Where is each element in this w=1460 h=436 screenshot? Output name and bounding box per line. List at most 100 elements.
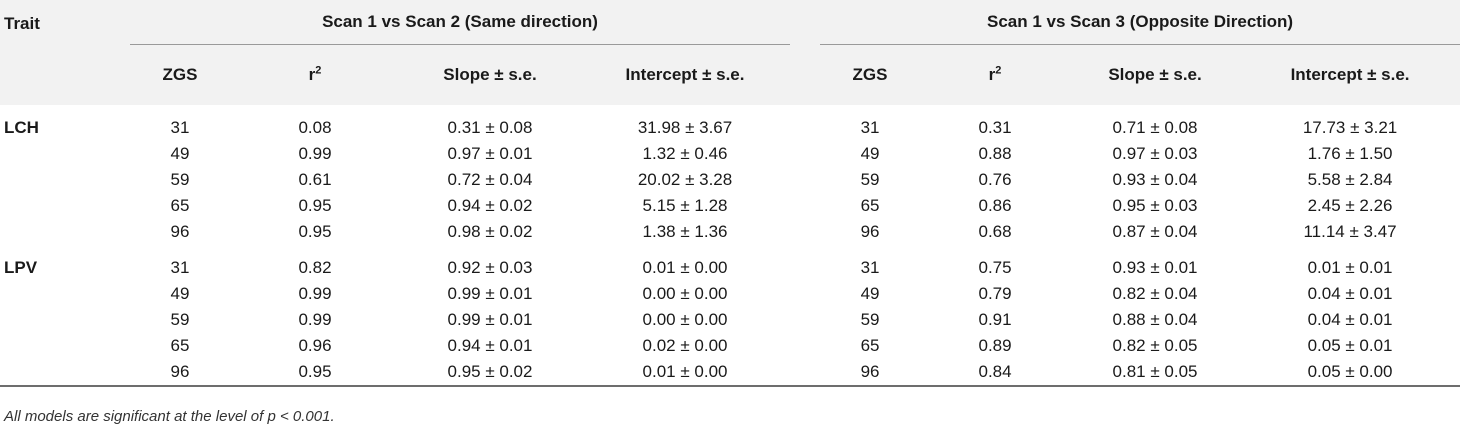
cell-slope-scan3: 0.82 ± 0.04 xyxy=(1112,284,1198,303)
cell-zgs-scan3: 65 xyxy=(860,196,880,215)
table-row: 65 0.96 0.94 ± 0.01 0.02 ± 0.00 65 0.89 0.82 ±… xyxy=(0,333,1460,359)
trait-label xyxy=(0,141,130,167)
column-spacer xyxy=(790,245,820,281)
cell-r2-scan2: 0.08 xyxy=(298,118,332,137)
cell-slope-scan3: 0.93 ± 0.01 xyxy=(1112,258,1198,277)
column-spacer xyxy=(790,141,820,167)
r-superscript: 2 xyxy=(315,64,322,77)
table-row: LCH 31 0.08 0.31 ± 0.08 31.98 ± 3.67 31 0.31 0.… xyxy=(0,105,1460,141)
column-spacer xyxy=(790,359,821,387)
cell-zgs-scan2: 65 xyxy=(170,336,190,355)
cell-intercept-scan3: 11.14 ± 3.47 xyxy=(1303,222,1397,241)
cell-r2-scan2: 0.82 xyxy=(298,258,332,277)
cell-zgs-scan3: 49 xyxy=(860,284,880,303)
cell-slope-scan2: 0.97 ± 0.01 xyxy=(447,144,533,163)
column-spacer xyxy=(790,333,820,359)
cell-zgs-scan2: 59 xyxy=(170,310,190,329)
cell-intercept-scan2: 1.32 ± 0.46 xyxy=(642,144,728,163)
cell-r2-scan2: 0.95 xyxy=(230,359,400,387)
cell-r2-scan3: 0.75 xyxy=(978,258,1012,277)
trait-label xyxy=(0,307,130,333)
cell-slope-scan2: 0.98 ± 0.02 xyxy=(447,222,533,241)
column-spacer xyxy=(790,167,820,193)
column-spacer xyxy=(790,307,820,333)
cell-slope-scan2: 0.31 ± 0.08 xyxy=(447,118,533,137)
table-row: LPV 31 0.82 0.92 ± 0.03 0.01 ± 0.00 31 0.75 0.9… xyxy=(0,245,1460,281)
cell-intercept-scan3: 0.04 ± 0.01 xyxy=(1307,284,1393,303)
cell-intercept-scan2: 0.00 ± 0.00 xyxy=(642,284,728,303)
col-slope-2: Slope ± s.e. xyxy=(1108,65,1202,84)
cell-slope-scan2: 0.94 ± 0.01 xyxy=(447,336,533,355)
cell-r2-scan2: 0.95 xyxy=(298,222,332,241)
cell-r2-scan2: 0.99 xyxy=(298,144,332,163)
col-intercept-1: Intercept ± s.e. xyxy=(625,65,745,84)
cell-zgs-scan3: 59 xyxy=(860,310,880,329)
cell-r2-scan3: 0.31 xyxy=(978,118,1012,137)
trait-label: LCH xyxy=(4,118,39,137)
trait-label: LPV xyxy=(4,258,38,277)
table-row: 96 0.95 0.98 ± 0.02 1.38 ± 1.36 96 0.68 0.87 ±… xyxy=(0,219,1460,245)
cell-intercept-scan3: 0.01 ± 0.01 xyxy=(1307,258,1393,277)
column-spacer xyxy=(790,193,820,219)
cell-r2-scan2: 0.61 xyxy=(298,170,332,189)
cell-intercept-scan3: 0.04 ± 0.01 xyxy=(1307,310,1393,329)
results-table: Trait Scan 1 vs Scan 2 (Same direction) … xyxy=(0,0,1460,387)
cell-r2-scan3: 0.68 xyxy=(978,222,1012,241)
column-spacer xyxy=(790,219,820,245)
cell-zgs-scan3: 31 xyxy=(860,118,880,137)
cell-zgs-scan2: 96 xyxy=(130,359,230,387)
cell-r2-scan2: 0.96 xyxy=(298,336,332,355)
cell-zgs-scan3: 49 xyxy=(860,144,880,163)
cell-slope-scan2: 0.94 ± 0.02 xyxy=(447,196,533,215)
trait-column-header: Trait xyxy=(4,14,40,33)
cell-zgs-scan2: 65 xyxy=(170,196,190,215)
col-zgs-2: ZGS xyxy=(852,65,888,84)
table-row: 59 0.99 0.99 ± 0.01 0.00 ± 0.00 59 0.91 0.88 ±… xyxy=(0,307,1460,333)
cell-slope-scan3: 0.97 ± 0.03 xyxy=(1112,144,1198,163)
cell-r2-scan2: 0.99 xyxy=(298,284,332,303)
group-header-scan1-vs-scan3: Scan 1 vs Scan 3 (Opposite Direction) xyxy=(820,0,1460,45)
cell-slope-scan2: 0.72 ± 0.04 xyxy=(447,170,533,189)
cell-intercept-scan2: 31.98 ± 3.67 xyxy=(637,118,733,137)
cell-intercept-scan3: 0.05 ± 0.00 xyxy=(1240,359,1460,387)
cell-intercept-scan2: 0.00 ± 0.00 xyxy=(642,310,728,329)
cell-slope-scan3: 0.95 ± 0.03 xyxy=(1112,196,1198,215)
cell-zgs-scan3: 96 xyxy=(860,222,880,241)
cell-intercept-scan2: 5.15 ± 1.28 xyxy=(642,196,728,215)
table-row: 49 0.99 0.99 ± 0.01 0.00 ± 0.00 49 0.79 0.82 ±… xyxy=(0,281,1460,307)
cell-slope-scan2: 0.92 ± 0.03 xyxy=(447,258,533,277)
cell-r2-scan3: 0.79 xyxy=(978,284,1012,303)
table-row: 49 0.99 0.97 ± 0.01 1.32 ± 0.46 49 0.88 0.97 ±… xyxy=(0,141,1460,167)
table-row: 65 0.95 0.94 ± 0.02 5.15 ± 1.28 65 0.86 0.95 ±… xyxy=(0,193,1460,219)
cell-slope-scan3: 0.81 ± 0.05 xyxy=(1070,359,1241,387)
cell-r2-scan2: 0.95 xyxy=(298,196,332,215)
cell-r2-scan3: 0.88 xyxy=(978,144,1012,163)
col-r2-1: r2 xyxy=(230,45,400,106)
cell-zgs-scan2: 49 xyxy=(170,144,190,163)
cell-slope-scan2: 0.99 ± 0.01 xyxy=(447,310,533,329)
trait-label xyxy=(0,359,130,387)
table-footnote: All models are significant at the level … xyxy=(4,408,335,425)
cell-r2-scan3: 0.76 xyxy=(978,170,1012,189)
cell-r2-scan3: 0.84 xyxy=(920,359,1071,387)
column-spacer xyxy=(790,105,820,141)
cell-intercept-scan3: 17.73 ± 3.21 xyxy=(1302,118,1398,137)
cell-slope-scan3: 0.87 ± 0.04 xyxy=(1112,222,1198,241)
trait-label xyxy=(0,167,130,193)
col-intercept-2: Intercept ± s.e. xyxy=(1290,65,1410,84)
cell-zgs-scan2: 59 xyxy=(170,170,190,189)
cell-r2-scan3: 0.91 xyxy=(978,310,1012,329)
cell-zgs-scan3: 96 xyxy=(820,359,921,387)
cell-r2-scan3: 0.89 xyxy=(978,336,1012,355)
r-superscript: 2 xyxy=(995,64,1002,77)
cell-zgs-scan2: 31 xyxy=(170,118,190,137)
trait-label xyxy=(0,193,130,219)
cell-intercept-scan2: 1.38 ± 1.36 xyxy=(642,222,728,241)
group-header-scan1-vs-scan2: Scan 1 vs Scan 2 (Same direction) xyxy=(130,0,791,45)
cell-slope-scan3: 0.88 ± 0.04 xyxy=(1112,310,1198,329)
column-spacer xyxy=(790,281,820,307)
cell-zgs-scan3: 65 xyxy=(860,336,880,355)
cell-slope-scan3: 0.82 ± 0.05 xyxy=(1112,336,1198,355)
trait-label xyxy=(0,333,130,359)
trait-label xyxy=(0,219,130,245)
